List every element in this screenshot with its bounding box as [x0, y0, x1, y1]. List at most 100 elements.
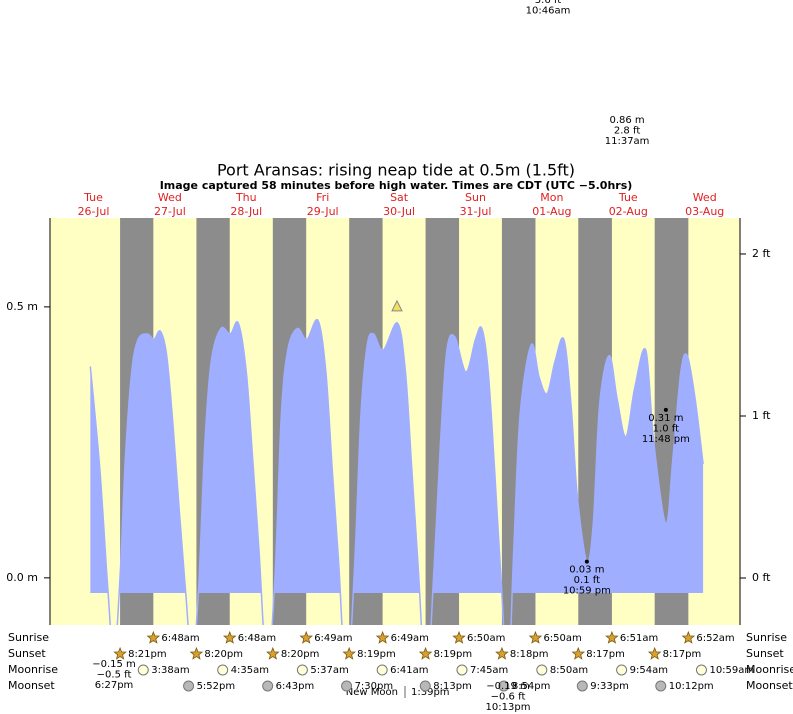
row-time: 8:17pm [586, 649, 625, 660]
sunrise-icon [681, 630, 696, 644]
row-time: 10:12pm [669, 681, 714, 692]
date-label: 01-Aug [532, 205, 571, 218]
row-time: 5:37am [310, 665, 348, 676]
extreme-label: −0.15 m [92, 659, 136, 670]
row-time: 6:49am [314, 633, 352, 644]
sunset-icon [418, 646, 433, 660]
sunset-icon [113, 646, 127, 660]
moonrise-icon [137, 664, 149, 676]
row-time: 5:52pm [197, 681, 236, 692]
weekday-label: Wed [158, 191, 182, 204]
row-time: 8:18pm [510, 649, 549, 660]
row-time: 7:45am [470, 665, 508, 676]
extreme-label: 0.1 ft [574, 575, 600, 586]
row-label: Moonrise [8, 663, 58, 676]
sunset-icon [571, 646, 586, 660]
moonset-icon [262, 680, 274, 692]
weekday-label: Sun [465, 191, 486, 204]
row-label: Sunset [746, 647, 784, 660]
weekday-label: Thu [235, 191, 257, 204]
row-time: 6:43pm [276, 681, 315, 692]
moon-phase-name: New Moon [346, 687, 398, 698]
row-time: 9:33pm [590, 681, 629, 692]
sunrise-icon [605, 630, 619, 644]
moonset-icon [341, 680, 353, 692]
weekday-label: Fri [316, 191, 329, 204]
sunrise-icon [528, 630, 543, 644]
y2-tick-label: 0 ft [752, 571, 771, 584]
row-time: 7:30pm [355, 681, 394, 692]
sunrise-icon [452, 630, 466, 644]
extreme-label: 6:27pm [95, 680, 134, 691]
moonset-icon [183, 680, 195, 692]
row-time: 6:49am [391, 633, 429, 644]
extreme-dot [663, 407, 668, 412]
weekday-label: Tue [83, 191, 103, 204]
row-time: 8:50am [550, 665, 588, 676]
extreme-label: 0.31 m [648, 413, 683, 424]
row-time: 10:59am [709, 665, 754, 676]
extreme-label: 0.86 m [609, 115, 644, 126]
sunset-icon [647, 646, 662, 660]
row-time: 6:50am [467, 633, 505, 644]
sunrise-icon [375, 630, 390, 644]
sunrise-icon [146, 630, 161, 644]
extreme-label: 11:48 pm [642, 434, 690, 445]
sunrise-icon [299, 630, 313, 644]
now-marker [391, 299, 403, 312]
sunset-icon [189, 646, 204, 660]
date-label: 30-Jul [383, 205, 415, 218]
date-label: 26-Jul [78, 205, 110, 218]
y2-tick-label: 1 ft [752, 409, 771, 422]
moonset-icon [498, 680, 510, 692]
y-tick-label: 0.0 m [6, 571, 38, 584]
row-time: 6:48am [161, 633, 199, 644]
sunset-icon [342, 646, 356, 660]
moon-phase-time: 1:39pm [411, 687, 450, 698]
extreme-label: −0.6 ft [491, 692, 526, 703]
row-time: 6:51am [620, 633, 658, 644]
extreme-label: −0.19 m [486, 681, 530, 692]
moonset-icon [655, 680, 667, 692]
moonrise-icon [376, 664, 388, 676]
row-time: 6:50am [543, 633, 581, 644]
extreme-label: 11:37am [605, 136, 650, 147]
date-label: 27-Jul [154, 205, 186, 218]
row-time: 8:21pm [128, 649, 167, 660]
extreme-label: 10:59 pm [563, 586, 611, 597]
row-time: 6:52am [696, 633, 734, 644]
row-time: 8:54pm [512, 681, 551, 692]
row-time: 3:38am [151, 665, 189, 676]
extreme-label: 1.0 ft [653, 423, 679, 434]
moonrise-icon [296, 664, 308, 676]
row-time: 8:19pm [434, 649, 473, 660]
date-label: 02-Aug [609, 205, 648, 218]
moonrise-icon [536, 664, 548, 676]
row-label: Moonrise [746, 663, 793, 676]
sunrise-icon [222, 630, 237, 644]
weekday-label: Sat [390, 191, 409, 204]
row-time: 6:41am [390, 665, 428, 676]
row-label: Sunrise [8, 631, 49, 644]
moonrise-icon [616, 664, 628, 676]
weekday-label: Wed [693, 191, 717, 204]
row-time: 6:48am [238, 633, 276, 644]
extreme-label: 0.03 m [569, 565, 604, 576]
row-label: Sunrise [746, 631, 787, 644]
extreme-label: 3.6 ft [535, 0, 561, 6]
extreme-label: 2.8 ft [614, 125, 640, 136]
row-time: 8:13pm [433, 681, 472, 692]
date-label: 31-Jul [460, 205, 492, 218]
extreme-label: 10:46am [526, 6, 571, 17]
row-time: 8:20pm [281, 649, 320, 660]
y2-tick-label: 2 ft [752, 247, 771, 260]
row-time: 8:20pm [204, 649, 243, 660]
weekday-label: Mon [540, 191, 563, 204]
layer: Tue26-JulWed27-JulThu28-JulFri29-JulSat3… [6, 0, 793, 713]
extreme-label: 10:13pm [486, 702, 531, 713]
row-time: 8:19pm [357, 649, 396, 660]
date-label: 28-Jul [230, 205, 262, 218]
row-time: 4:35am [231, 665, 269, 676]
row-label: Moonset [746, 679, 793, 692]
